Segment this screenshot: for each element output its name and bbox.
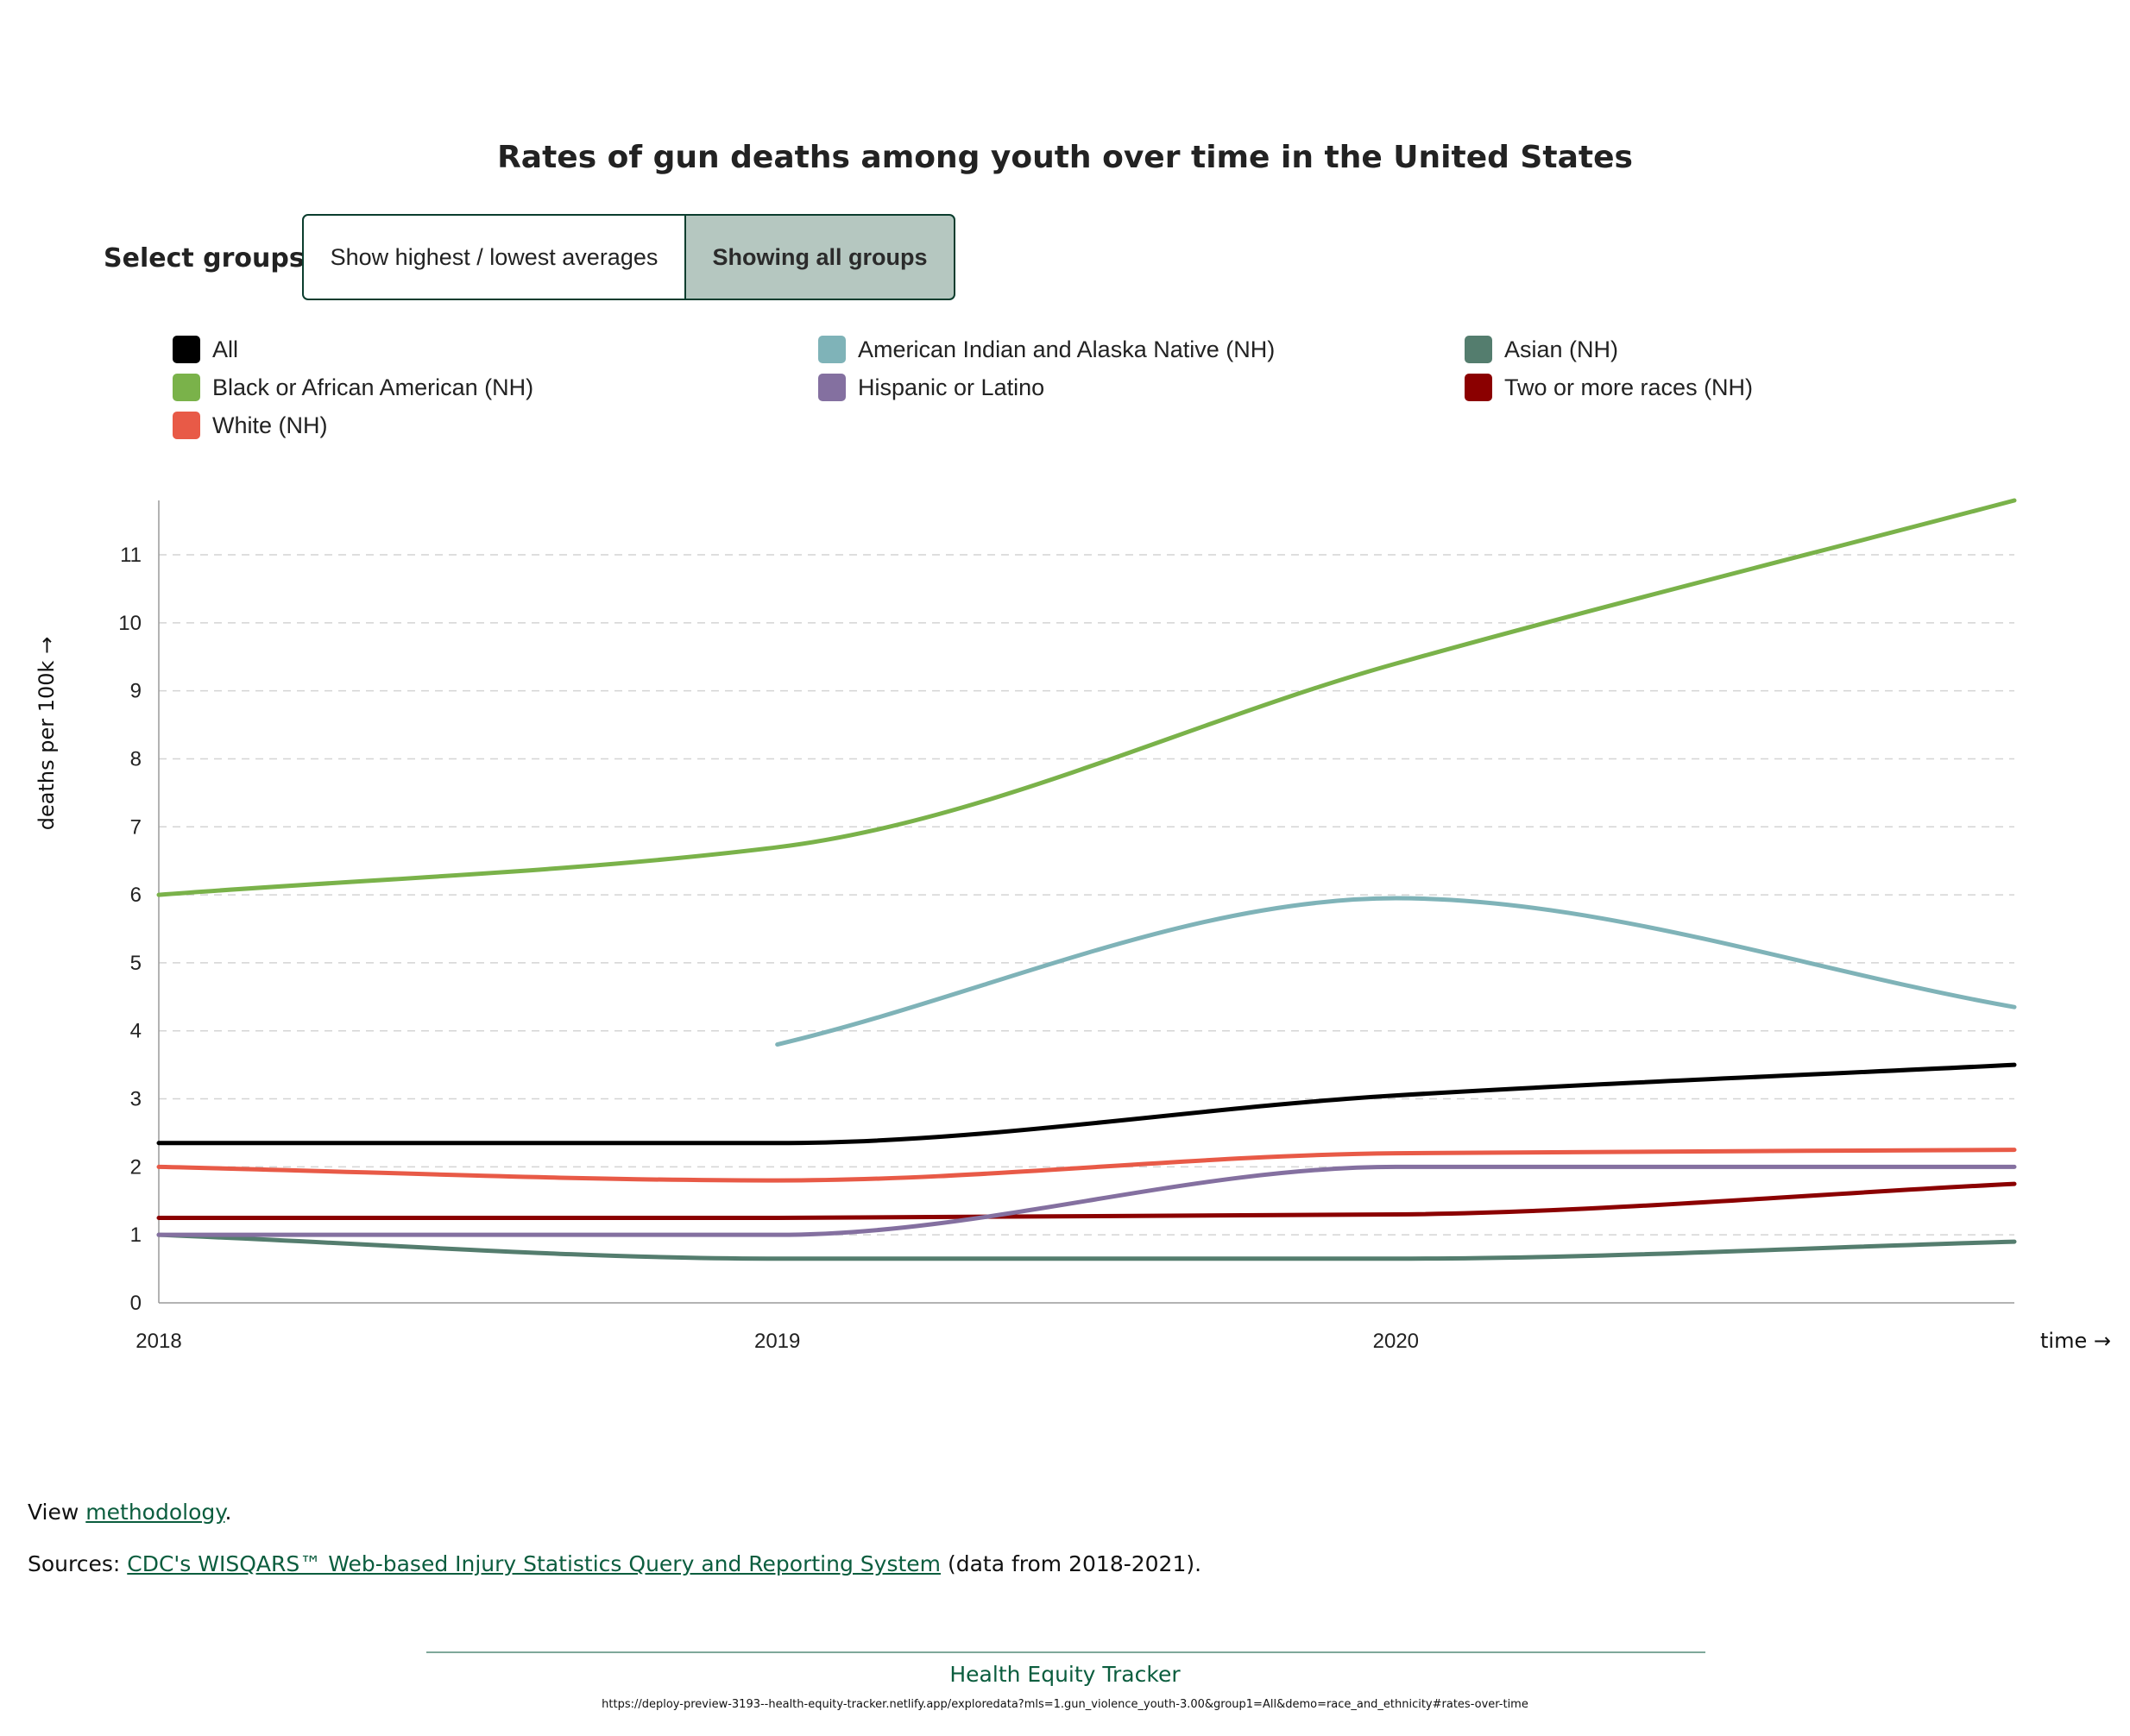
legend-label: American Indian and Alaska Native (NH) [858, 336, 1276, 362]
x-tick-label: 2018 [135, 1330, 181, 1353]
legend-label: Two or more races (NH) [1504, 374, 1754, 400]
select-groups-label: Select groups: [104, 243, 315, 274]
legend-label: Asian (NH) [1504, 336, 1619, 362]
legend-swatch [173, 374, 200, 401]
methodology-note: View methodology. [28, 1500, 231, 1525]
legend-item-american-indian-and-alaska-native-nh[interactable]: American Indian and Alaska Native (NH) [818, 332, 1275, 367]
line-chart: 0 1 2 3 4 5 6 7 8 9 10 11 2018 2019 2020 deaths per 100… [35, 498, 2111, 1353]
showing-all-groups-button[interactable]: Showing all groups [684, 214, 955, 300]
series-line-white-nh [156, 1148, 2017, 1183]
legend-item-all[interactable]: All [173, 332, 238, 367]
y-tick-label: 7 [130, 815, 142, 839]
series-line-asian-nh [156, 1232, 2017, 1261]
brand-name: Health Equity Tracker [949, 1662, 1181, 1687]
y-tick-label: 3 [130, 1088, 142, 1111]
view-suffix: . [224, 1500, 232, 1525]
x-tick-label: 2020 [1373, 1330, 1419, 1353]
legend-label: All [212, 336, 239, 362]
y-tick-label: 0 [130, 1292, 142, 1315]
y-tick-label: 5 [130, 952, 142, 975]
methodology-link[interactable]: methodology [85, 1500, 225, 1525]
sources-prefix: Sources: [28, 1551, 128, 1576]
x-axis-title: time → [2040, 1329, 2111, 1353]
y-tick-label: 11 [120, 544, 142, 567]
legend-label: White (NH) [212, 412, 328, 438]
chart-title: Rates of gun deaths among youth over tim… [497, 140, 1633, 175]
footer-divider [426, 1651, 1705, 1653]
series-line-black-or-african-american-nh [156, 498, 2017, 897]
y-tick-label: 1 [130, 1223, 142, 1247]
series-line-american-indian-and-alaska-native-nh [775, 896, 2017, 1047]
legend-item-asian-nh[interactable]: Asian (NH) [1465, 332, 1618, 367]
legend-swatch [818, 336, 846, 363]
series-line-hispanic-or-latino [156, 1164, 2017, 1237]
legend-swatch [173, 336, 200, 363]
legend-item-two-or-more-races-nh[interactable]: Two or more races (NH) [1465, 370, 1753, 405]
legend-swatch [818, 374, 846, 401]
legend-label: Black or African American (NH) [212, 374, 534, 400]
view-prefix: View [28, 1500, 86, 1525]
legend-label: Hispanic or Latino [858, 374, 1045, 400]
series-line-all [156, 1062, 2017, 1146]
x-tick-label: 2019 [754, 1330, 800, 1353]
legend-item-black-or-african-american-nh[interactable]: Black or African American (NH) [173, 370, 533, 405]
series-line-two-or-more-races-nh [156, 1181, 2017, 1220]
legend-item-hispanic-or-latino[interactable]: Hispanic or Latino [818, 370, 1044, 405]
y-tick-label: 6 [130, 884, 142, 907]
page-url: https://deploy-preview-3193--health-equi… [602, 1698, 1528, 1711]
y-tick-label: 4 [130, 1020, 142, 1043]
legend-swatch [173, 412, 200, 439]
legend-item-white-nh[interactable]: White (NH) [173, 408, 328, 443]
y-tick-label: 9 [130, 680, 142, 703]
y-tick-label: 8 [130, 747, 142, 771]
y-tick-label: 10 [118, 612, 142, 635]
sources-link[interactable]: CDC's WISQARS™ Web-based Injury Statisti… [127, 1551, 942, 1576]
sources-note: Sources: CDC's WISQARS™ Web-based Injury… [28, 1551, 1201, 1576]
y-tick-label: 2 [130, 1155, 142, 1179]
legend-swatch [1465, 374, 1492, 401]
sources-suffix: (data from 2018-2021). [941, 1551, 1202, 1576]
show-highest-lowest-button[interactable]: Show highest / lowest averages [302, 214, 686, 300]
legend-swatch [1465, 336, 1492, 363]
y-axis-title: deaths per 100k → [35, 637, 59, 830]
